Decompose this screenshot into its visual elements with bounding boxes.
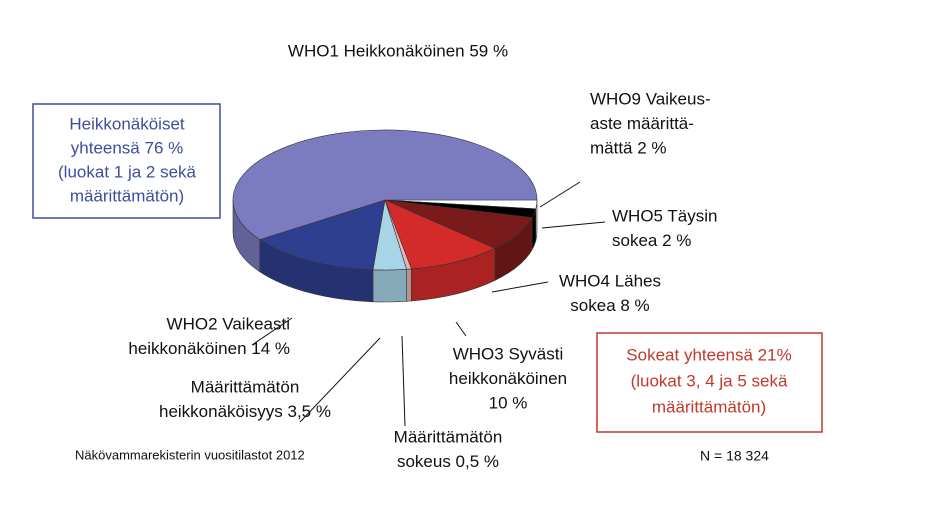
pie-sides bbox=[232, 199, 538, 303]
slice-label: WHO4 Lähes bbox=[559, 271, 661, 290]
slice-label: Määrittämätön bbox=[394, 427, 503, 446]
slice-label: WHO2 Vaikeasti bbox=[167, 314, 290, 333]
pie-slice bbox=[232, 129, 538, 241]
slice-label: sokeus 0,5 % bbox=[397, 452, 499, 471]
pie-side bbox=[372, 268, 407, 303]
slice-label: aste määrittä- bbox=[590, 114, 694, 133]
slice-label: WHO5 Täysin bbox=[612, 206, 718, 225]
slice-label: heikkonäköinen 14 % bbox=[128, 339, 290, 358]
slice-label: 10 % bbox=[489, 393, 528, 412]
low-vision-text: määrittämätön) bbox=[70, 186, 184, 205]
low-vision-box bbox=[32, 103, 221, 219]
pie-slice bbox=[384, 199, 496, 270]
pie-side bbox=[406, 268, 412, 302]
leader-lines bbox=[251, 181, 606, 427]
slice-label: Määrittämätön bbox=[191, 377, 300, 396]
low-vision-text: yhteensä 76 % bbox=[71, 138, 183, 157]
slice-label: WHO9 Vaikeus- bbox=[590, 89, 711, 108]
low-vision-text: (luokat 1 ja 2 sekä bbox=[58, 162, 197, 181]
blind-text: Sokeat yhteensä 21% bbox=[626, 345, 791, 364]
source-note: Näkövammarekisterin vuositilastot 2012 bbox=[75, 447, 305, 462]
slice-label: heikkonäköinen bbox=[449, 369, 567, 388]
slice-label: heikkonäköisyys 3,5 % bbox=[159, 402, 331, 421]
slice-label: mättä 2 % bbox=[590, 138, 667, 157]
low-vision-text: Heikkonäköiset bbox=[69, 114, 185, 133]
pie-slice bbox=[259, 199, 386, 271]
blind-text: määrittämätön) bbox=[652, 397, 766, 416]
n-note: N = 18 324 bbox=[700, 448, 769, 464]
slice-label: WHO1 Heikkonäköinen 59 % bbox=[288, 41, 508, 60]
blind-text: (luokat 3, 4 ja 5 sekä bbox=[631, 371, 788, 390]
slice-label: WHO3 Syvästi bbox=[453, 344, 564, 363]
slice-label: sokea 8 % bbox=[570, 296, 649, 315]
slice-label: sokea 2 % bbox=[612, 231, 691, 250]
blind-box bbox=[596, 332, 823, 433]
